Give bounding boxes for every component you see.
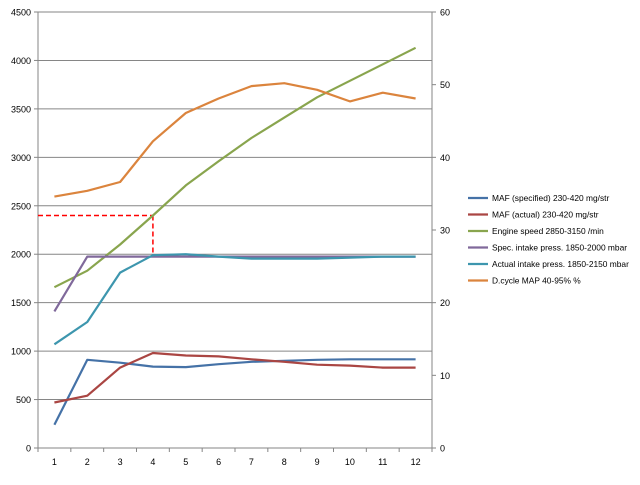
y-right-tick-label: 60 <box>440 8 450 18</box>
y-left-tick-label: 4500 <box>11 8 31 18</box>
y-right-tick-label: 10 <box>440 371 450 381</box>
x-tick-label: 5 <box>183 457 188 467</box>
x-tick-label: 10 <box>345 457 355 467</box>
x-tick-label: 3 <box>118 457 123 467</box>
legend-label: MAF (specified) 230-420 mg/str <box>492 193 610 203</box>
x-tick-label: 12 <box>411 457 421 467</box>
legend-label: D.cycle MAP 40-95% % <box>492 276 581 286</box>
y-left-tick-label: 1000 <box>11 347 31 357</box>
y-left-tick-label: 2500 <box>11 201 31 211</box>
y-left-tick-label: 0 <box>26 444 31 454</box>
x-tick-label: 4 <box>150 457 155 467</box>
x-tick-label: 11 <box>378 457 387 467</box>
y-left-tick-label: 3500 <box>11 104 31 114</box>
x-tick-label: 9 <box>315 457 320 467</box>
x-tick-label: 8 <box>282 457 287 467</box>
y-left-tick-label: 2000 <box>11 250 31 260</box>
legend-label: Spec. intake press. 1850-2000 mbar <box>492 243 627 253</box>
x-tick-label: 2 <box>85 457 90 467</box>
y-right-tick-label: 40 <box>440 153 450 163</box>
y-left-tick-label: 500 <box>16 395 31 405</box>
legend-label: Engine speed 2850-3150 /min <box>492 226 604 236</box>
x-tick-label: 1 <box>52 457 57 467</box>
y-right-tick-label: 50 <box>440 80 450 90</box>
y-right-tick-label: 30 <box>440 226 450 236</box>
x-tick-label: 7 <box>249 457 254 467</box>
y-left-tick-label: 3000 <box>11 153 31 163</box>
y-right-tick-label: 20 <box>440 298 450 308</box>
y-left-tick-label: 1500 <box>11 298 31 308</box>
legend-label: Actual intake press. 1850-2150 mbar <box>492 259 629 269</box>
legend-label: MAF (actual) 230-420 mg/str <box>492 210 599 220</box>
x-tick-label: 6 <box>216 457 221 467</box>
y-right-tick-label: 0 <box>440 444 445 454</box>
y-left-tick-label: 4000 <box>11 56 31 66</box>
